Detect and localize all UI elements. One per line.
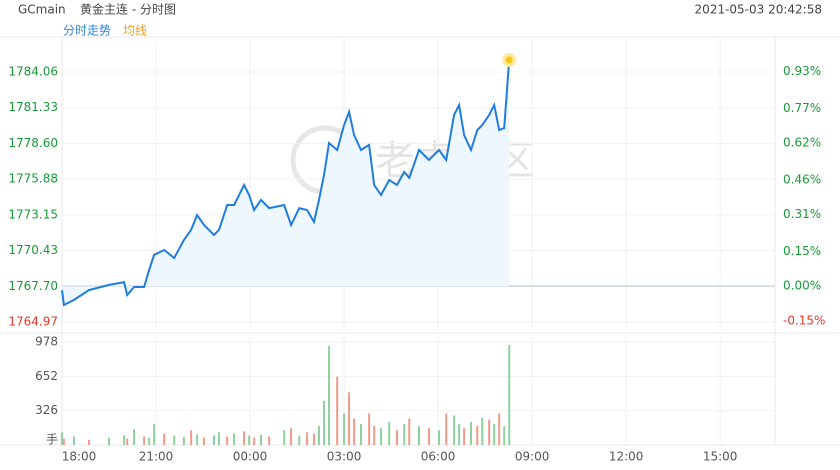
volume-bar [173,435,176,445]
y-tick-label: 1778.60 [8,136,58,150]
volume-bar [453,415,456,445]
volume-bar [336,376,339,445]
volume-bar [62,438,65,445]
volume-bar [163,433,166,445]
volume-bar [445,413,448,445]
volume-bar [196,434,199,445]
volume-bar [348,392,351,445]
volume-bar [427,428,430,445]
price-line [61,59,511,307]
tab[interactable]: 均线 [123,24,147,38]
volume-bar [182,436,185,445]
volume-bar [353,418,356,445]
y2-tick-label: 0.00% [783,279,821,293]
volume-bar [388,421,391,445]
volume-bar [298,435,301,445]
volume-bar [481,417,484,445]
x-tick-label: 06:00 [421,450,456,464]
x-tick-label: 15:00 [703,450,738,464]
volume-bar [253,437,256,445]
volume-bar [373,426,376,445]
y-tick-label: 1781.33 [8,100,58,114]
volume-bar [260,434,263,445]
volume-bar [503,426,506,445]
volume-tick-label: 326 [35,403,58,417]
y2-tick-label: 0.31% [783,207,821,221]
y2-tick-label: 0.15% [783,244,821,258]
volume-bar [218,432,221,445]
x-tick-label: 18:00 [62,450,97,464]
volume-bar [380,428,383,445]
volume-bar [343,413,346,445]
volume-bar [403,423,406,445]
volume-bar [488,419,491,445]
y2-tick-label: 0.46% [783,173,821,187]
volume-bar [108,437,111,445]
volume-bar [469,421,472,445]
volume-tick-label: 652 [35,369,58,383]
volume-bar [61,432,63,445]
x-tick-label: 03:00 [327,450,362,464]
volume-bar [283,430,286,445]
x-tick-label: 21:00 [139,450,174,464]
y-tick-label: 1775.88 [8,172,58,186]
volume-bar [438,430,441,445]
price-area [62,59,510,306]
volume-bar [396,430,399,445]
y2-tick-label: 0.93% [783,64,821,78]
volume-bar [417,426,420,445]
volume-bar [268,436,271,445]
y-tick-label: 1767.70 [8,279,58,293]
y2-tick-label: 0.77% [783,101,821,115]
volume-bar [148,437,151,445]
volume-bar [359,423,362,445]
volume-tick-label: 手 [46,433,58,447]
volume-bar [458,423,461,445]
volume-tick-label: 978 [35,335,58,349]
y2-tick-label: -0.15% [783,313,825,327]
x-tick-label: 09:00 [515,450,550,464]
y-tick-label: 1784.06 [8,64,58,78]
volume-bar [87,439,90,445]
y-tick-label: 1770.43 [8,243,58,257]
chart-name: 黄金主连 - 分时图 [80,2,176,17]
volume-bar [123,435,126,445]
volume-bar [243,431,246,445]
volume-bar [153,423,156,445]
volume-bar [508,345,511,445]
symbol: GCmain [18,3,66,17]
volume-bar [493,423,496,445]
volume-bar [213,435,216,445]
volume-bar [226,436,229,445]
tab[interactable]: 分时走势 [63,24,111,38]
y2-tick-label: 0.62% [783,136,821,150]
datetime: 2021-05-03 20:42:58 [695,3,822,17]
volume-bar [323,400,326,445]
volume-bar [368,413,371,445]
volume-bar [328,346,331,445]
volume-bar [202,437,205,445]
volume-bar [317,426,320,445]
y-tick-label: 1773.15 [8,207,58,221]
volume-bar [408,418,411,445]
volume-bar [233,433,236,445]
volume-bar [498,413,501,445]
x-tick-label: 12:00 [609,450,644,464]
volume-bar [463,428,466,445]
volume-bar [476,426,479,445]
volume-bar [312,433,315,445]
volume-bar [143,436,146,445]
volume-bar [126,438,129,445]
volume-bar [290,428,293,445]
y-tick-label: 1764.97 [8,315,58,329]
last-point [505,56,513,64]
volume-bar [133,429,136,445]
volume-bar [190,430,193,445]
volume-bar [72,436,75,445]
volume-bar [306,432,309,445]
x-tick-label: 00:00 [233,450,268,464]
volume-bar [248,435,251,445]
